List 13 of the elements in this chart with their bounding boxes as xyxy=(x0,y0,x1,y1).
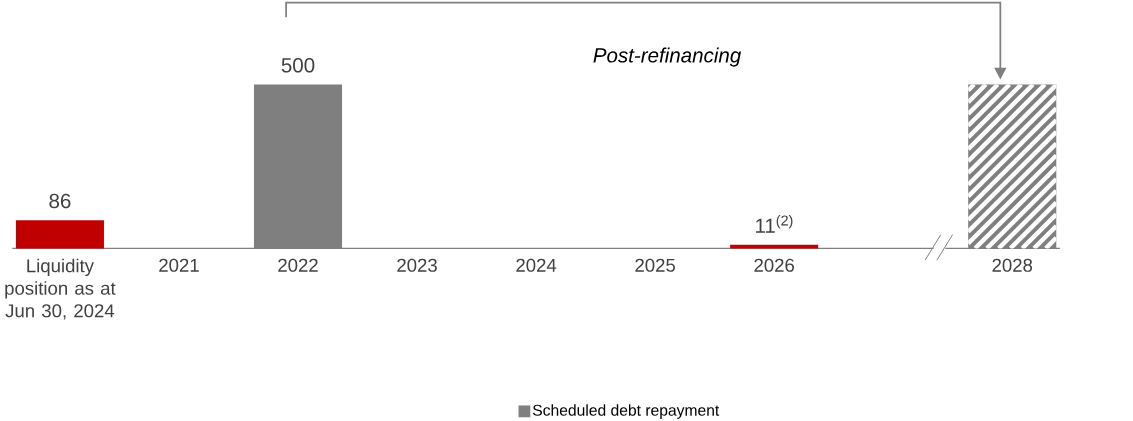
x-tick-label: 2026 xyxy=(754,258,794,272)
legend-label: Scheduled debt repayment xyxy=(532,404,720,419)
x-tick-label: Liquidity position as at Jun 30, 2024 xyxy=(5,258,116,320)
x-tick-label: 2028 xyxy=(992,258,1033,272)
data-label: 86 xyxy=(49,193,71,209)
data-label: 500 xyxy=(281,57,315,73)
x-tick-label: 2024 xyxy=(516,258,557,272)
text: Post-refinancing xyxy=(593,47,742,67)
data-label: 11$^{(2)}$ xyxy=(756,214,793,233)
x-tick-label: 2022 xyxy=(278,258,318,272)
x-tick-label: 2021 xyxy=(159,258,199,272)
x-tick-label: 2023 xyxy=(397,258,437,272)
x-tick-label: 2025 xyxy=(635,258,676,272)
